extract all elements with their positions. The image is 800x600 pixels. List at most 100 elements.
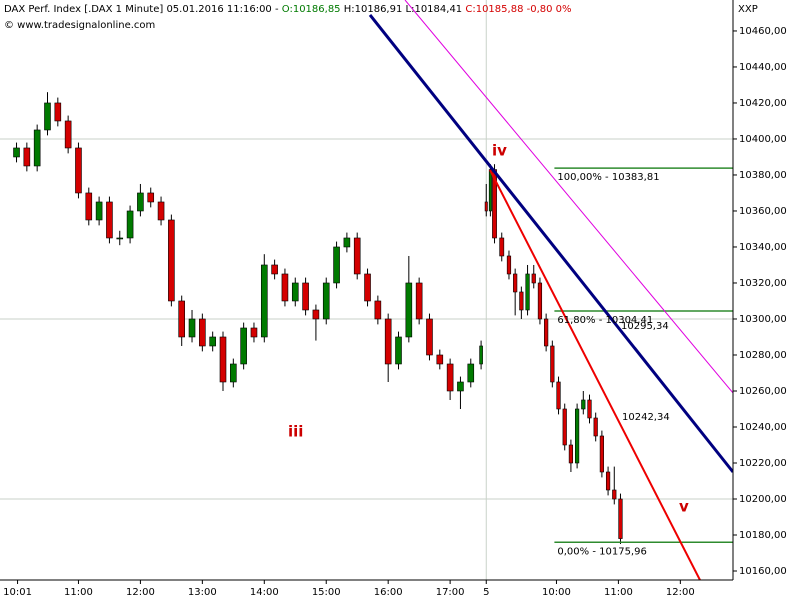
candle-body [312, 309, 320, 320]
candle-body [415, 282, 423, 320]
currency: XXP [738, 4, 758, 15]
candle-body [568, 444, 574, 464]
fib-label: 0,00% - 10175,96 [557, 546, 646, 557]
x-tick-label: 12:00 [126, 587, 155, 598]
candle-body [106, 201, 113, 239]
candle-body [291, 282, 299, 302]
candle-body [240, 327, 247, 365]
candle-body [550, 345, 555, 383]
x-tick-label: 12:00 [666, 587, 695, 598]
candle-body [436, 354, 444, 365]
candle-body [612, 489, 617, 500]
candle-body [587, 399, 592, 419]
y-tick-label: 10200,00 [739, 494, 787, 505]
y-tick-label: 10160,00 [739, 566, 787, 577]
candle-body [499, 237, 505, 257]
candle-body [33, 129, 41, 167]
y-tick-label: 10260,00 [739, 386, 787, 397]
header: DAX Perf. Index [.DAX 1 Minute] 05.01.20… [4, 4, 572, 15]
candle-body [230, 363, 237, 383]
candle-body [575, 408, 580, 464]
y-tick-label: 10360,00 [739, 206, 787, 217]
x-tick-label: 13:00 [188, 587, 217, 598]
candle-body [374, 300, 382, 320]
candle-body [116, 237, 124, 240]
candle-body [525, 273, 530, 311]
x-tick-label: 17:00 [436, 587, 465, 598]
plot-area [13, 0, 733, 580]
candle-body [209, 336, 216, 347]
y-tick-label: 10460,00 [739, 26, 787, 37]
y-tick-label: 10280,00 [739, 350, 787, 361]
y-tick-label: 10440,00 [739, 62, 787, 73]
candle-body [23, 147, 31, 167]
candle-body [446, 363, 454, 392]
x-tick-label: 11:00 [604, 587, 633, 598]
candle-body [260, 264, 268, 338]
close-value: C:10185,88 [465, 4, 523, 15]
candle-body [479, 345, 483, 365]
candle-body [13, 147, 20, 158]
high-low: H:10186,91 L:10184,41 [344, 4, 462, 15]
x-tick-label: 15:00 [312, 587, 341, 598]
candle-body [384, 318, 392, 365]
y-tick-label: 10340,00 [739, 242, 787, 253]
axes: 10160,00 10180,00 10200,00 10220,00 10240,00… [3, 26, 787, 598]
candle-body [618, 498, 623, 539]
y-tick-label: 10400,00 [739, 134, 787, 145]
x-tick-label: 5 [483, 587, 489, 598]
fib-label: 100,00% - 10383,81 [557, 172, 659, 183]
candle-body [178, 300, 186, 338]
trendline [489, 169, 701, 580]
trendline-label: 10242,34 [622, 412, 670, 423]
x-tick-label: 10:01 [3, 587, 32, 598]
x-tick-label: 10:00 [542, 587, 571, 598]
candle-body [506, 255, 512, 275]
candle-body [302, 282, 309, 311]
candle-body [188, 318, 196, 338]
candle-body [64, 120, 72, 149]
candle-body [599, 435, 604, 473]
candle-body [593, 417, 598, 437]
trendline [404, 0, 733, 394]
candle-body [562, 408, 567, 446]
candle-body [581, 399, 586, 410]
trendline [368, 14, 733, 473]
candle-body [322, 282, 330, 320]
x-tick-label: 16:00 [374, 587, 403, 598]
y-tick-label: 10180,00 [739, 530, 787, 541]
instrument: DAX Perf. Index [.DAX 1 Minute] 05.01.20… [4, 4, 279, 15]
candle-body [343, 237, 351, 248]
candle-body [484, 201, 488, 212]
candle-body [44, 102, 51, 131]
candle-body [95, 201, 103, 221]
candle-body [54, 102, 62, 122]
candle-body [537, 282, 543, 320]
candle-body [519, 291, 524, 311]
wave-label: iv [492, 142, 507, 160]
candle-body [395, 336, 402, 365]
candle-body [250, 327, 258, 338]
candle-body [333, 246, 340, 284]
x-tick-label: 14:00 [250, 587, 279, 598]
source: © www.tradesignalonline.com [4, 20, 155, 31]
candle-body [467, 363, 475, 383]
candle-body [353, 237, 361, 275]
candle-body [219, 336, 227, 383]
candle-body [426, 318, 433, 356]
candle-body [544, 318, 549, 347]
fib-label: 61,80% - 10304,41 [557, 315, 653, 326]
candle-body [457, 381, 464, 392]
wave-label: iii [288, 423, 303, 441]
trendline-label: 10295,34 [621, 321, 669, 332]
candle-body [513, 273, 518, 293]
change: -0,80 0% [527, 4, 572, 15]
candle-body [75, 147, 82, 194]
candle-body [126, 210, 134, 239]
y-tick-label: 10380,00 [739, 170, 787, 181]
candle-body [556, 381, 561, 410]
candle-body [488, 169, 492, 212]
